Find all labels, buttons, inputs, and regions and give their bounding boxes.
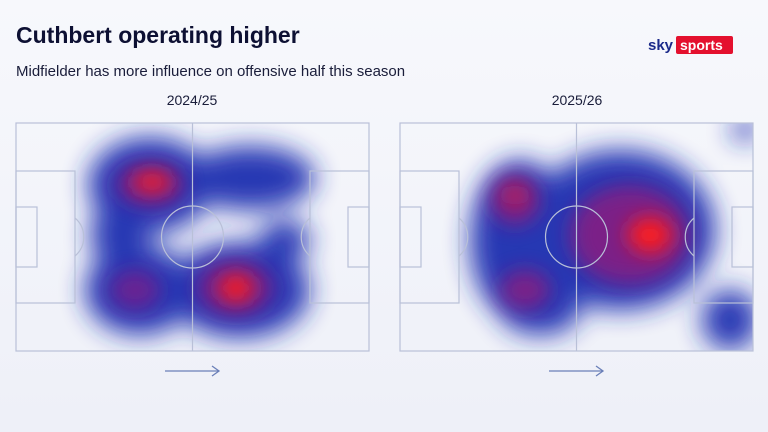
pitch [15,122,370,352]
pitch [399,122,754,352]
brand-badge [676,36,733,54]
subtitle: Midfielder has more influence on offensi… [16,63,405,80]
title: Cuthbert operating higher [16,22,300,48]
brand-logo: sky sports [648,36,733,54]
heatmap [85,137,315,338]
heatmap [470,123,753,350]
brand-sky: sky [648,37,674,54]
panel-label: 2025/26 [552,92,603,108]
direction-arrow [165,365,221,377]
brand-sports: sports [680,37,723,53]
direction-arrow [549,365,605,377]
panel-label: 2024/25 [167,92,218,108]
